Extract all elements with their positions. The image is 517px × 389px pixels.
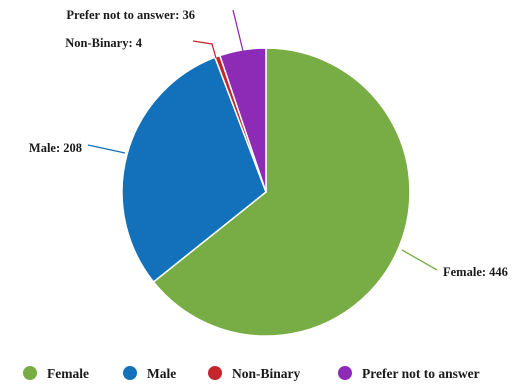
legend-marker-non-binary: [208, 366, 222, 380]
pie-slices: [121, 47, 411, 337]
legend-marker-female: [23, 366, 37, 380]
pie-slice-male: [121, 56, 267, 283]
legend-label-female: Female: [47, 366, 89, 381]
leader-line-prefer-not-to-answer: [232, 9, 244, 52]
legend: Female Male Non-Binary Prefer not to answer: [23, 366, 480, 381]
data-label-prefer-not-to-answer: Prefer not to answer: 36: [66, 8, 195, 22]
legend-marker-male: [123, 366, 137, 380]
data-label-non-binary: Non-Binary: 4: [65, 36, 142, 50]
data-label-female: Female: 446: [443, 265, 508, 279]
legend-marker-prefer-not-to-answer: [338, 366, 352, 380]
data-labels: Female: 446 Male: 208 Non-Binary: 4 Prefer …: [29, 8, 508, 279]
leader-line-male: [87, 144, 126, 154]
legend-label-male: Male: [147, 366, 176, 381]
leader-line-female: [401, 249, 438, 271]
data-label-male: Male: 208: [29, 141, 82, 155]
legend-label-non-binary: Non-Binary: [232, 366, 301, 381]
leader-line-non-binary: [192, 40, 217, 59]
legend-label-prefer-not-to-answer: Prefer not to answer: [362, 366, 480, 381]
pie-slice-female: [152, 47, 411, 337]
leader-lines: [87, 9, 438, 271]
